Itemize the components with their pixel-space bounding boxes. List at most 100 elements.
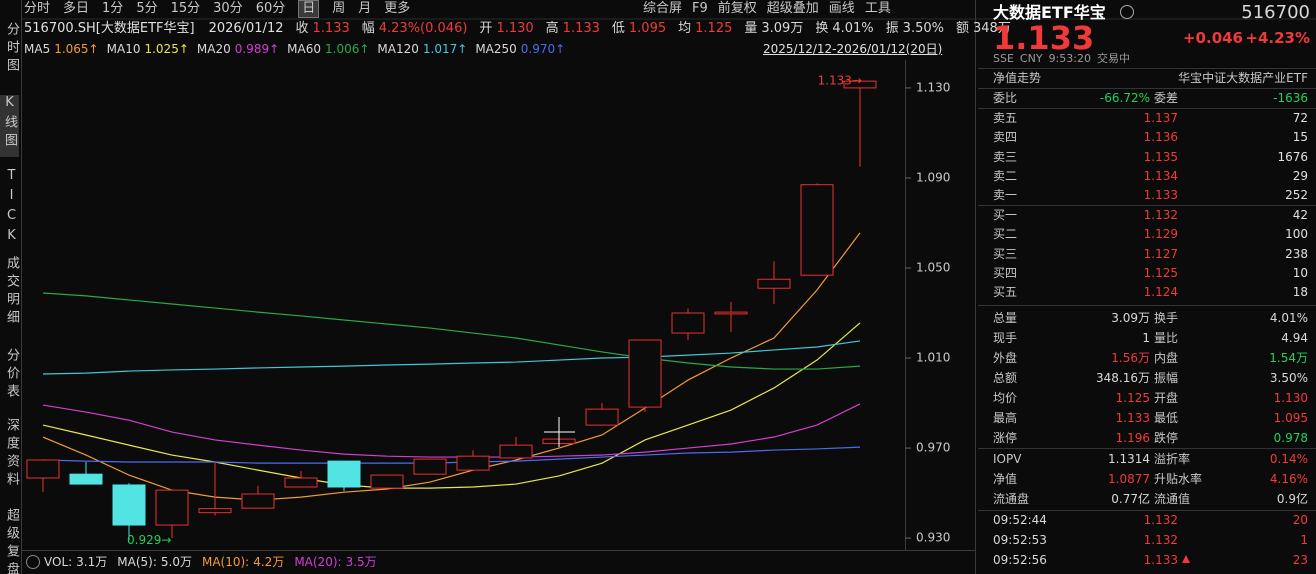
candle-body xyxy=(198,508,232,514)
ratio-label: 委比 xyxy=(993,91,1018,105)
candle-body xyxy=(327,460,361,488)
stat-label: 振幅 xyxy=(1154,371,1179,385)
security-name: 大数据ETF华宝 xyxy=(993,3,1106,22)
stat-value: 1.0877 xyxy=(1108,472,1150,486)
last-price: 1.133 xyxy=(993,19,1095,57)
book-level: 卖一 xyxy=(993,188,1018,203)
book-level: 买三 xyxy=(993,246,1018,261)
period-tab[interactable]: 5分 xyxy=(136,1,158,16)
divider xyxy=(978,305,1316,306)
extreme-label: 0.929→ xyxy=(127,533,171,547)
period-tab[interactable]: 周 xyxy=(332,1,346,16)
trade-price: 1.133 xyxy=(1143,553,1178,567)
security-code: 516700.SH[大数据ETF华宝] xyxy=(24,21,195,36)
side-tab[interactable]: 深度资料 xyxy=(4,418,19,490)
stat-value: 1.56万 xyxy=(1111,351,1150,365)
stat-value: 1.130 xyxy=(1273,391,1308,405)
price-change-pct: +4.23% xyxy=(1245,29,1310,47)
stat-label: 最低 xyxy=(1154,411,1179,425)
period-tab[interactable]: 日 xyxy=(298,0,320,18)
ratio-value: -66.72% xyxy=(1099,91,1150,105)
quote-label: 收 xyxy=(295,21,309,36)
legend-value: 1.025↑ xyxy=(144,42,189,56)
side-tab[interactable]: 超级复盘 xyxy=(4,508,19,574)
legend-value: 1.006↑ xyxy=(325,42,370,56)
divider xyxy=(978,448,1316,449)
stat-label: 换手 xyxy=(1154,311,1179,325)
candle-body xyxy=(585,408,619,426)
candle-body xyxy=(714,311,748,315)
quote-value: 1.130 xyxy=(496,21,534,36)
stat-value: 0.9亿 xyxy=(1276,492,1308,506)
quote-line: 516700.SH[大数据ETF华宝] 2026/01/12 收 1.133 幅 4.23… xyxy=(24,20,1011,38)
book-price: 1.125 xyxy=(1143,265,1178,280)
y-tick-label: 1.090 xyxy=(916,170,950,184)
divider xyxy=(978,108,1316,109)
nav-trend[interactable]: 净值走势 xyxy=(993,71,1042,85)
stat-value: 0.14% xyxy=(1269,452,1308,466)
stat-label: 总量 xyxy=(993,311,1018,325)
tool-button[interactable]: 超级叠加 xyxy=(766,1,819,16)
book-level: 卖三 xyxy=(993,149,1018,164)
candle-body xyxy=(112,484,146,526)
volume-value: 4.2万 xyxy=(253,555,285,569)
tool-button[interactable]: F9 xyxy=(692,1,708,16)
volume-label: MA(5): xyxy=(117,555,157,569)
stat-label: 涨停 xyxy=(993,431,1018,445)
tool-button[interactable]: 工具 xyxy=(864,1,891,16)
trade-volume: 1 xyxy=(1300,533,1308,547)
quote-value: 1.133 xyxy=(562,21,600,36)
book-level: 卖二 xyxy=(993,168,1018,183)
help-icon[interactable] xyxy=(26,555,40,569)
date-range[interactable]: 2025/12/12-2026/01/12(20日) xyxy=(763,42,943,56)
period-tab[interactable]: 多日 xyxy=(63,1,90,16)
quote-value: 1.095 xyxy=(628,21,667,36)
book-level: 买一 xyxy=(993,208,1018,222)
stat-label: 内盘 xyxy=(1154,351,1179,365)
price-change: +0.046 xyxy=(1182,29,1243,47)
stat-label: 现手 xyxy=(993,331,1018,345)
tool-button[interactable]: 画线 xyxy=(828,1,855,16)
side-tab[interactable]: 分价表 xyxy=(4,348,19,402)
book-price: 1.137 xyxy=(1143,111,1178,125)
stat-label: 升贴水率 xyxy=(1154,472,1203,486)
period-tab[interactable]: 15分 xyxy=(170,1,201,16)
status-item: 9:53:20 xyxy=(1048,52,1091,65)
quote-label: 量 xyxy=(744,21,758,36)
quote-label: 开 xyxy=(479,21,493,36)
side-tab[interactable]: TICK xyxy=(4,168,19,248)
stat-value: 1.133 xyxy=(1115,411,1150,425)
ratio-label: 委差 xyxy=(1154,91,1179,105)
book-volume: 72 xyxy=(1292,111,1308,125)
info-icon[interactable] xyxy=(1120,5,1134,19)
status-line: SSE CNY 9:53:20 交易中 xyxy=(993,50,1130,68)
period-tab[interactable]: 1分 xyxy=(102,1,124,16)
stat-label: 流通盘 xyxy=(993,492,1030,506)
period-tab[interactable]: 更多 xyxy=(384,1,411,16)
quote-label: 振 xyxy=(885,21,899,36)
tool-button[interactable]: 前复权 xyxy=(717,1,757,16)
y-tick-label: 0.930 xyxy=(916,531,950,545)
status-item: CNY xyxy=(1019,52,1043,65)
period-tab[interactable]: 月 xyxy=(358,1,372,16)
candle-body xyxy=(413,458,447,475)
stat-value: 1.54万 xyxy=(1269,351,1308,365)
quote-value: 3.09万 xyxy=(761,21,804,36)
book-price: 1.133 xyxy=(1143,188,1178,203)
period-tab[interactable]: 分时 xyxy=(24,1,51,16)
period-tab[interactable]: 60分 xyxy=(255,1,286,16)
period-tab[interactable]: 30分 xyxy=(213,1,243,16)
book-price: 1.136 xyxy=(1143,130,1178,145)
candle-body xyxy=(757,278,791,289)
stat-value: 0.978 xyxy=(1273,431,1308,445)
quote-value: 348万 xyxy=(973,21,1011,36)
book-volume: 29 xyxy=(1292,168,1308,183)
book-volume: 42 xyxy=(1292,208,1308,222)
side-tab[interactable]: 成交明细 xyxy=(4,256,19,328)
tool-button[interactable]: 综合屏 xyxy=(643,1,683,16)
divider xyxy=(978,68,1316,69)
side-tab[interactable]: K线图 xyxy=(0,95,19,157)
legend-name: MA5 xyxy=(24,42,51,56)
side-tab[interactable]: 分时图 xyxy=(4,22,19,76)
